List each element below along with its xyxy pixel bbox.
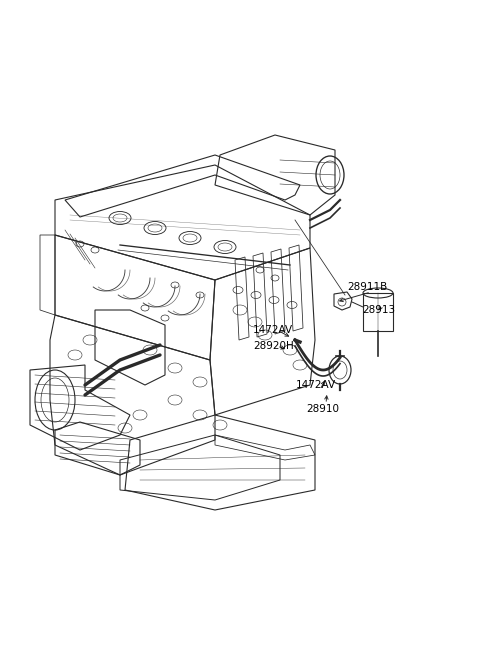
Text: 28910: 28910	[306, 404, 339, 414]
Text: 1472AV: 1472AV	[253, 325, 293, 335]
Bar	[363, 293, 393, 331]
Text: 28911B: 28911B	[347, 282, 387, 292]
Text: 28920H: 28920H	[253, 341, 294, 351]
Text: 1472AV: 1472AV	[296, 380, 336, 390]
Text: 28913: 28913	[362, 305, 395, 315]
